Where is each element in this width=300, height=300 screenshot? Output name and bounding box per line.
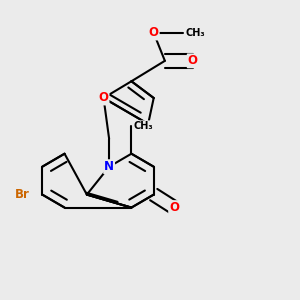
Text: O: O [169, 201, 179, 214]
Text: CH₃: CH₃ [185, 28, 205, 38]
Text: N: N [104, 160, 114, 173]
Text: Br: Br [14, 188, 29, 201]
Text: O: O [188, 54, 198, 67]
Text: O: O [99, 92, 109, 104]
Text: CH₃: CH₃ [133, 121, 153, 131]
Text: O: O [149, 26, 159, 40]
